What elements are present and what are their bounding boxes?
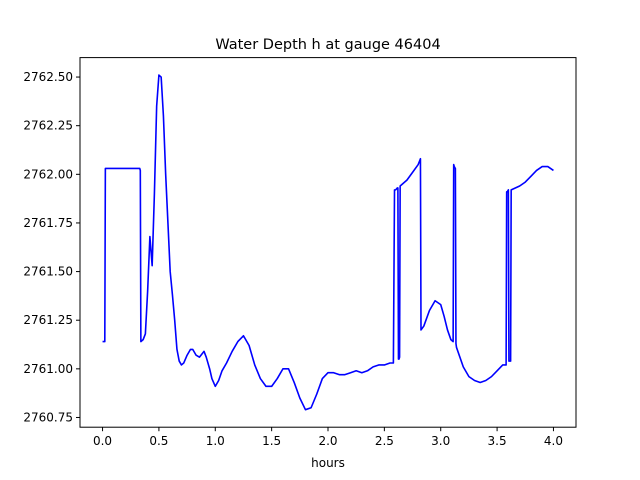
x-tick-label: 3.0 bbox=[431, 434, 450, 448]
series-line bbox=[102, 74, 554, 411]
x-tick-label: 0.5 bbox=[149, 434, 168, 448]
x-tick-label: 4.0 bbox=[544, 434, 563, 448]
x-tick-label: 1.5 bbox=[262, 434, 281, 448]
x-tick-label: 0.0 bbox=[93, 434, 112, 448]
y-tick-label: 2761.50 bbox=[23, 265, 73, 279]
y-tick-label: 2761.25 bbox=[23, 313, 73, 327]
y-tick-label: 2762.00 bbox=[23, 167, 73, 181]
y-tick-label: 2761.75 bbox=[23, 216, 73, 230]
y-tick-label: 2761.00 bbox=[23, 362, 73, 376]
y-tick-label: 2762.25 bbox=[23, 119, 73, 133]
y-tick-label: 2760.75 bbox=[23, 410, 73, 424]
x-tick-label: 3.5 bbox=[488, 434, 507, 448]
y-axis-ticks: 2760.75 2761.00 2761.25 2761.50 2761.75 2762.… bbox=[23, 70, 80, 424]
x-axis-label: hours bbox=[311, 456, 345, 470]
plot-area bbox=[80, 57, 576, 428]
x-tick-label: 2.0 bbox=[318, 434, 337, 448]
chart-title: Water Depth h at gauge 46404 bbox=[215, 37, 440, 53]
series-layer bbox=[102, 74, 554, 411]
y-tick-label: 2762.50 bbox=[23, 70, 73, 84]
x-axis-ticks: 0.0 0.5 1.0 1.5 2.0 2.5 3.0 3.5 4.0 bbox=[93, 427, 563, 448]
x-tick-label: 1.0 bbox=[206, 434, 225, 448]
x-tick-label: 2.5 bbox=[375, 434, 394, 448]
